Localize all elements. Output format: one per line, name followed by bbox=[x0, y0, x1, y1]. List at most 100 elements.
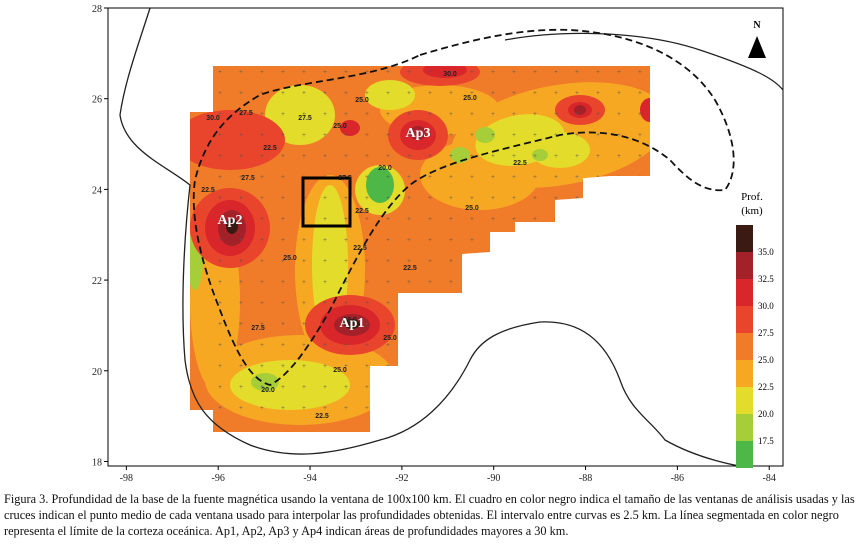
window-centre: + bbox=[260, 278, 264, 286]
window-centre: + bbox=[407, 257, 411, 265]
window-centre: + bbox=[512, 173, 516, 181]
legend-swatch bbox=[736, 360, 753, 387]
window-centre: + bbox=[428, 278, 432, 286]
window-centre: + bbox=[386, 194, 390, 202]
window-centre: + bbox=[554, 152, 558, 160]
window-centre: + bbox=[575, 89, 579, 97]
window-centre: + bbox=[281, 278, 285, 286]
window-centre: + bbox=[365, 131, 369, 139]
window-centre: + bbox=[428, 215, 432, 223]
window-centre: + bbox=[302, 236, 306, 244]
window-centre: + bbox=[386, 236, 390, 244]
contour-label: 22.5 bbox=[353, 245, 367, 252]
window-centre: + bbox=[239, 152, 243, 160]
window-centre: + bbox=[218, 404, 222, 412]
window-centre: + bbox=[281, 131, 285, 139]
window-centre: + bbox=[554, 89, 558, 97]
window-centre: + bbox=[344, 194, 348, 202]
legend-swatch bbox=[736, 306, 753, 333]
window-centre: + bbox=[365, 341, 369, 349]
window-centre: + bbox=[407, 152, 411, 160]
area-label: Ap4 bbox=[435, 46, 460, 61]
legend-label: 22.5 bbox=[758, 382, 774, 392]
window-centre: + bbox=[470, 194, 474, 202]
window-centre: + bbox=[260, 383, 264, 391]
window-centre: + bbox=[554, 173, 558, 181]
window-centre: + bbox=[512, 215, 516, 223]
window-centre: + bbox=[281, 68, 285, 76]
window-centre: + bbox=[386, 215, 390, 223]
legend-swatch bbox=[736, 441, 753, 468]
window-centre: + bbox=[344, 320, 348, 328]
window-centre: + bbox=[218, 173, 222, 181]
window-centre: + bbox=[239, 278, 243, 286]
x-tick-label: -86 bbox=[671, 473, 684, 484]
area-label: Ap1 bbox=[340, 316, 365, 331]
window-centre: + bbox=[365, 194, 369, 202]
window-centre: + bbox=[302, 257, 306, 265]
window-centre: + bbox=[554, 68, 558, 76]
x-tick-label: -94 bbox=[303, 473, 316, 484]
window-centre: + bbox=[218, 68, 222, 76]
window-centre: + bbox=[239, 68, 243, 76]
window-centre: + bbox=[323, 194, 327, 202]
window-centre: + bbox=[281, 341, 285, 349]
depth-zone bbox=[344, 319, 360, 329]
window-centre: + bbox=[239, 173, 243, 181]
window-centre: + bbox=[239, 194, 243, 202]
window-centre: + bbox=[239, 257, 243, 265]
cuba-coast bbox=[504, 32, 784, 91]
window-centre: + bbox=[344, 152, 348, 160]
legend-label: 17.5 bbox=[758, 436, 774, 446]
window-centre: + bbox=[281, 383, 285, 391]
contour-label: 22.5 bbox=[513, 160, 527, 167]
window-centre: + bbox=[638, 152, 642, 160]
window-centre: + bbox=[407, 131, 411, 139]
window-centre: + bbox=[428, 236, 432, 244]
window-centre: + bbox=[344, 110, 348, 118]
depth-zone bbox=[366, 167, 394, 203]
depth-zone bbox=[409, 126, 427, 140]
window-centre: + bbox=[323, 131, 327, 139]
window-centre: + bbox=[344, 383, 348, 391]
window-box bbox=[301, 176, 352, 228]
window-centre: + bbox=[281, 152, 285, 160]
window-centre: + bbox=[365, 215, 369, 223]
window-centre: + bbox=[323, 299, 327, 307]
window-centre: + bbox=[575, 131, 579, 139]
window-centre: + bbox=[470, 236, 474, 244]
window-centre: + bbox=[239, 131, 243, 139]
window-centre: + bbox=[638, 110, 642, 118]
legend-swatch bbox=[736, 279, 753, 306]
x-tick-label: -90 bbox=[487, 473, 500, 484]
window-centre: + bbox=[512, 68, 516, 76]
window-centre: + bbox=[386, 173, 390, 181]
window-centre: + bbox=[533, 173, 537, 181]
window-centre: + bbox=[302, 404, 306, 412]
window-centre: + bbox=[281, 257, 285, 265]
legend-label: 25.0 bbox=[758, 355, 774, 365]
window-centre: + bbox=[239, 320, 243, 328]
depth-zone bbox=[640, 98, 650, 122]
window-centre: + bbox=[260, 257, 264, 265]
window-centre: + bbox=[428, 131, 432, 139]
window-centre: + bbox=[281, 173, 285, 181]
map: + + + + + + + + + + + + + + + + + + + + + + + + + + + + + + + + + + + + + + + +… bbox=[92, 4, 784, 484]
window-centre: + bbox=[323, 236, 327, 244]
y-tick-label: 24 bbox=[92, 185, 102, 196]
legend-swatch bbox=[736, 225, 753, 252]
x-tick-label: -98 bbox=[120, 473, 133, 484]
window-centre: + bbox=[260, 173, 264, 181]
window-centre: + bbox=[344, 404, 348, 412]
window-centre: + bbox=[302, 110, 306, 118]
contour-label: 25.0 bbox=[355, 97, 369, 104]
window-centre: + bbox=[491, 152, 495, 160]
window-centre: + bbox=[323, 320, 327, 328]
depth-zone bbox=[475, 127, 495, 143]
window-centre: + bbox=[239, 89, 243, 97]
window-centre: + bbox=[428, 68, 432, 76]
window-centre: + bbox=[344, 257, 348, 265]
contour-label: 22.5 bbox=[355, 208, 369, 215]
window-centre: + bbox=[638, 89, 642, 97]
window-centre: + bbox=[218, 110, 222, 118]
